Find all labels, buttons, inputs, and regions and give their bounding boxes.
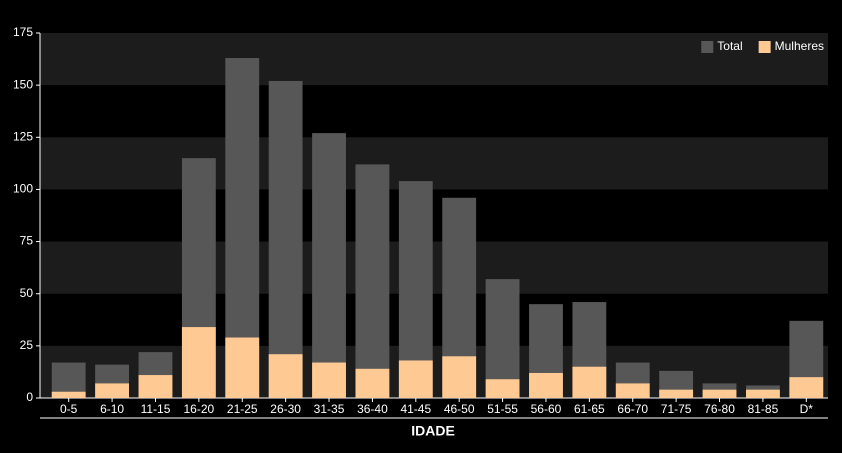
y-tick-label: 75 xyxy=(20,234,34,248)
x-tick-label: 6-10 xyxy=(100,402,124,416)
y-tick-label: 0 xyxy=(26,390,33,404)
x-tick-label: 26-30 xyxy=(270,402,301,416)
y-tick-label: 150 xyxy=(13,77,33,91)
grid-band xyxy=(40,137,828,190)
bar xyxy=(312,133,346,398)
bar xyxy=(268,80,303,398)
bar xyxy=(745,389,780,398)
x-tick-label: 31-35 xyxy=(314,402,345,416)
x-tick-label: 16-20 xyxy=(184,402,215,416)
bar xyxy=(355,164,390,398)
bar xyxy=(398,360,433,398)
grid-band xyxy=(40,33,828,86)
x-tick-label: 0-5 xyxy=(60,402,78,416)
y-tick-label: 50 xyxy=(20,286,34,300)
x-axis-label: IDADE xyxy=(411,423,455,439)
legend-label: Total xyxy=(717,39,742,53)
bar xyxy=(485,379,520,398)
x-tick-label: 61-65 xyxy=(574,402,605,416)
bar xyxy=(529,372,563,398)
x-tick-label: 21-25 xyxy=(227,402,258,416)
y-tick-label: 100 xyxy=(13,182,33,196)
x-tick-label: 81-85 xyxy=(748,402,779,416)
x-tick-label: 36-40 xyxy=(357,402,388,416)
x-tick-label: 41-45 xyxy=(400,402,431,416)
bar xyxy=(572,366,607,398)
grid-band xyxy=(40,241,828,294)
bar xyxy=(702,389,737,398)
bar xyxy=(312,362,346,398)
y-tick-label: 175 xyxy=(13,25,33,39)
y-tick-label: 125 xyxy=(13,129,33,143)
bar xyxy=(485,279,520,398)
bar xyxy=(659,389,694,398)
bar xyxy=(789,377,824,398)
x-tick-label: 11-15 xyxy=(141,402,171,416)
x-tick-label: 76-80 xyxy=(704,402,735,416)
bar xyxy=(225,337,260,398)
bar xyxy=(442,356,477,398)
x-tick-label: D* xyxy=(800,402,814,416)
bar xyxy=(95,383,130,398)
x-tick-label: 56-60 xyxy=(531,402,562,416)
x-tick-label: 46-50 xyxy=(444,402,475,416)
y-tick-label: 25 xyxy=(20,338,34,352)
bar xyxy=(51,391,86,398)
bar xyxy=(355,368,390,398)
legend-swatch xyxy=(758,41,771,53)
bar xyxy=(615,383,650,398)
bar xyxy=(138,375,173,398)
bar xyxy=(268,354,303,398)
legend-label: Mulheres xyxy=(775,39,824,53)
x-tick-label: 66-70 xyxy=(617,402,648,416)
bar xyxy=(181,327,216,398)
x-tick-label: 51-55 xyxy=(487,402,518,416)
x-tick-label: 71-75 xyxy=(661,402,692,416)
legend-swatch xyxy=(701,41,714,53)
